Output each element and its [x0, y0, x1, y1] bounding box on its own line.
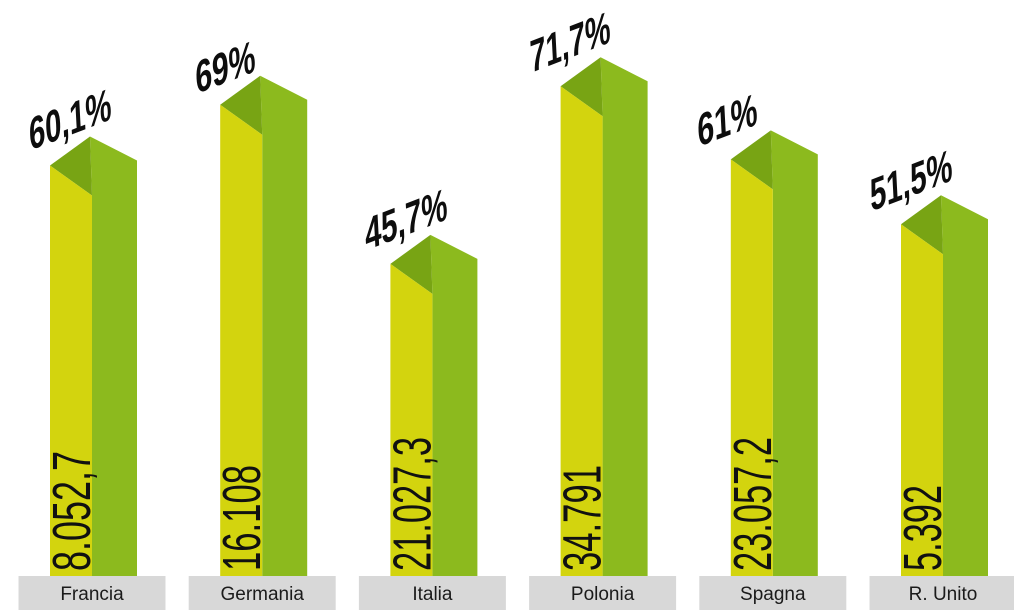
bars-group: 8.052,760,1%Francia16.10869%Germania21.0…: [18, 2, 1014, 610]
bar-side-face: [600, 57, 648, 576]
bar-value-label: 16.108: [212, 465, 272, 571]
bar-value-label-group: 16.108: [212, 465, 272, 571]
bar-group: 21.027,345,7%Italia: [358, 179, 506, 610]
bar-top-face: [50, 136, 92, 196]
bar-top-face: [730, 130, 773, 190]
bar-top-face: [560, 57, 603, 117]
bar-value-label: 34.791: [553, 465, 613, 571]
bar-front-face: [390, 263, 433, 576]
bar-top-face: [901, 195, 943, 255]
category-label: Francia: [60, 584, 124, 605]
bar-value-label: 5.392: [893, 485, 953, 571]
bar-side-face: [770, 130, 818, 576]
bar-top-face: [220, 75, 263, 135]
bar-side-face: [260, 75, 308, 576]
bar-front-face: [730, 159, 773, 576]
bar-group: 23.057,261%Spagna: [696, 84, 847, 610]
category-label: Germania: [220, 584, 304, 605]
category-label: R. Unito: [909, 584, 978, 605]
bar-front-face: [220, 104, 263, 576]
bar-value-label-group: 34.791: [553, 465, 613, 571]
bar-front-face: [560, 86, 603, 576]
bar-side-face: [430, 234, 478, 576]
category-band: [869, 576, 1014, 610]
bar-side-face: [90, 136, 137, 576]
bar-group: 8.052,760,1%Francia: [18, 79, 166, 610]
bar-value-label-group: 21.027,3: [382, 437, 442, 571]
bar-value-label-group: 5.392: [893, 485, 953, 571]
bar-front-face: [50, 165, 92, 576]
bar-value-label: 23.057,2: [723, 437, 783, 571]
bar-value-label: 8.052,7: [42, 451, 102, 571]
bar-side-face: [941, 195, 988, 576]
category-band: [358, 576, 506, 610]
bar-front-face: [901, 224, 943, 576]
category-label: Italia: [412, 584, 453, 605]
category-band: [18, 576, 166, 610]
category-band: [699, 576, 847, 610]
category-label: Spagna: [740, 584, 806, 605]
category-label: Polonia: [571, 584, 635, 605]
bar-value-label: 21.027,3: [382, 437, 442, 571]
category-band: [529, 576, 677, 610]
category-band: [188, 576, 336, 610]
bar-value-label-group: 8.052,7: [42, 451, 102, 571]
bar-value-label-group: 23.057,2: [723, 437, 783, 571]
bar-top-face: [390, 234, 433, 294]
